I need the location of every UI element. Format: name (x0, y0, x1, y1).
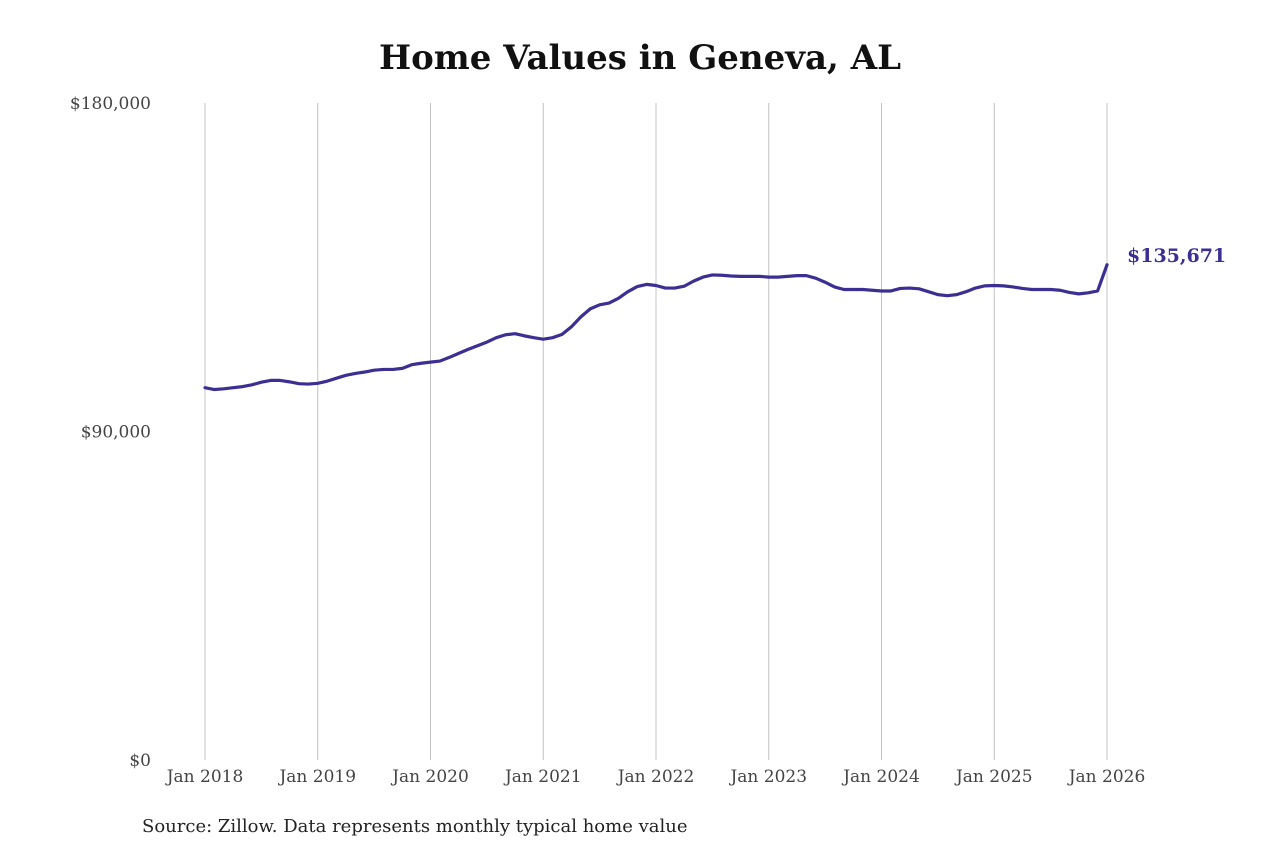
x-tick-label: Jan 2026 (1067, 767, 1146, 787)
y-tick-label: $90,000 (81, 423, 151, 443)
x-tick-label: Jan 2020 (390, 767, 469, 787)
y-tick-label: $180,000 (70, 94, 151, 114)
x-tick-label: Jan 2019 (277, 767, 356, 787)
x-axis-labels: Jan 2018 Jan 2019 Jan 2020 Jan 2021 Jan 2022… (165, 767, 1146, 787)
end-value-label: $135,671 (1127, 245, 1226, 267)
x-tick-label: Jan 2018 (165, 767, 244, 787)
chart-title: Home Values in Geneva, AL (378, 38, 902, 78)
x-tick-label: Jan 2024 (841, 767, 920, 787)
y-tick-label: $0 (129, 751, 151, 771)
gridlines (204, 103, 1108, 760)
source-note: Source: Zillow. Data represents monthly … (142, 816, 688, 837)
series-line-0 (203, 263, 1109, 392)
y-axis-labels: $0 $90,000 $180,000 (70, 94, 151, 771)
x-tick-label: Jan 2025 (954, 767, 1033, 787)
x-tick-label: Jan 2023 (728, 767, 807, 787)
x-tick-label: Jan 2022 (616, 767, 695, 787)
x-tick-label: Jan 2021 (503, 767, 582, 787)
series-group: $135,671 (203, 245, 1226, 392)
